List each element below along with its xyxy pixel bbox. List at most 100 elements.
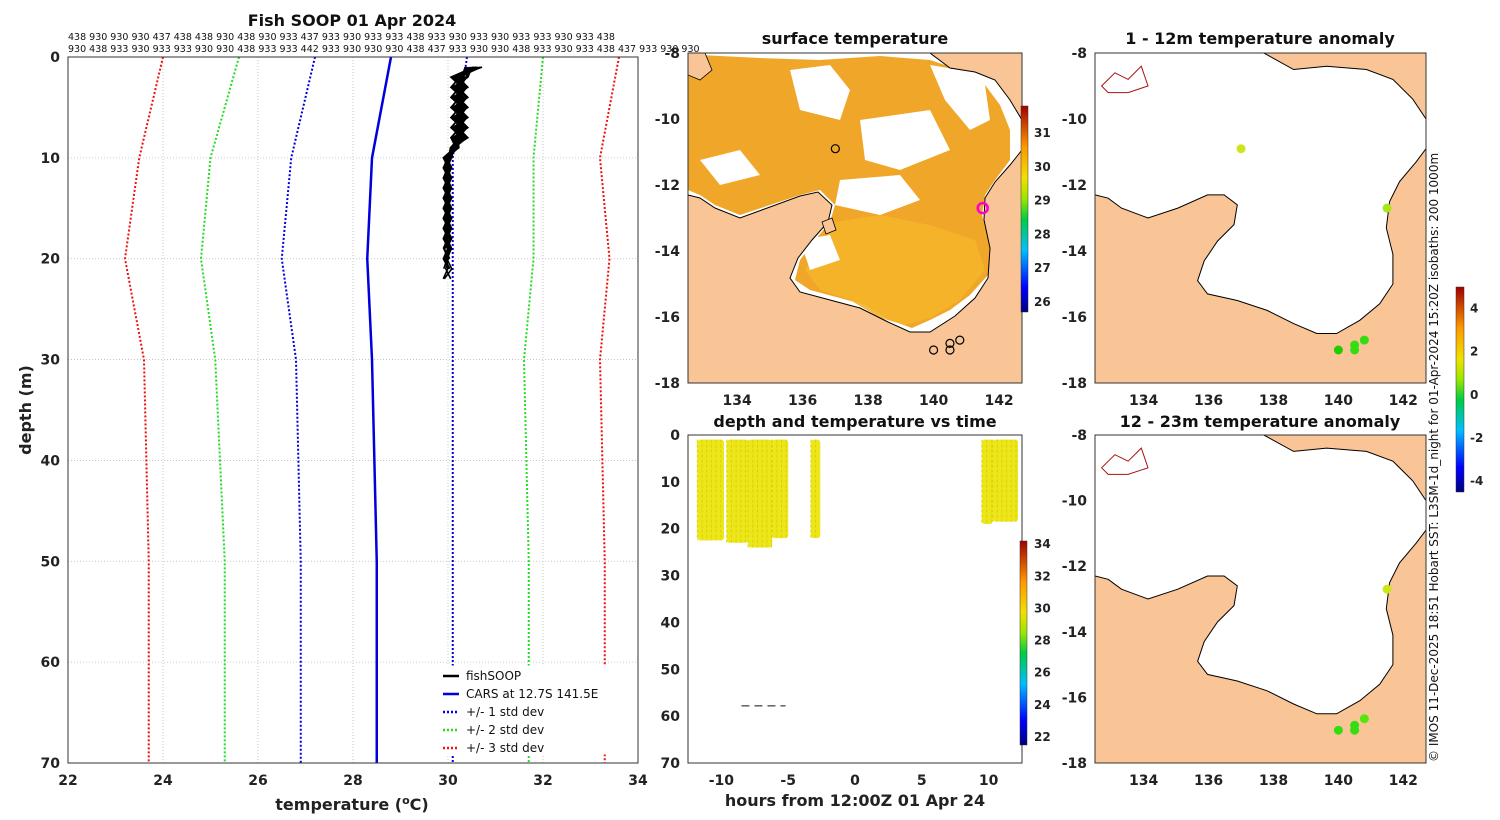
- anomaly-colorbar-tick-label: -4: [1470, 474, 1483, 488]
- map-y-tick-label: -12: [655, 178, 680, 194]
- profile-y-tick-label: 30: [41, 353, 61, 369]
- profile-series-line: [598, 57, 620, 763]
- anomaly-point: [1359, 714, 1369, 724]
- map-y-tick-label: -12: [1062, 178, 1087, 194]
- map-x-tick-label: 136: [1194, 773, 1223, 789]
- depth-time-marks: [696, 439, 1018, 707]
- profile-cast-ids-row2: 930 438 933 930 933 933 930 930 438 933 …: [68, 44, 700, 55]
- cast-temperature-band: [992, 439, 1018, 522]
- depth-time-colorbar: [1019, 540, 1028, 746]
- depth-time-y-tick-label: 20: [661, 522, 681, 538]
- cast-temperature-band: [772, 439, 789, 539]
- map-y-tick-label: -8: [1071, 428, 1087, 444]
- profile-legend: fishSOOP CARS at 12.7S 141.5E +/- 1 std de…: [436, 665, 616, 755]
- map-y-tick-label: -14: [1062, 625, 1088, 641]
- depth-time-colorbar-tick-label: 30: [1034, 601, 1051, 615]
- depth-time-y-tick-label: 40: [661, 615, 681, 631]
- legend-label: +/- 3 std dev: [466, 741, 544, 755]
- sst-colorbar-tick-label: 30: [1034, 160, 1051, 174]
- map-x-tick-label: 142: [984, 393, 1013, 409]
- sst-colorbar: [1020, 105, 1029, 313]
- depth-time-y-tick-label: 10: [661, 475, 681, 491]
- sst-stations: [830, 144, 989, 355]
- anom2-title: 12 - 23m temperature anomaly: [1120, 412, 1401, 431]
- sst-colorbar-tick-label: 28: [1034, 227, 1051, 241]
- cloud-gap: [790, 65, 850, 120]
- cast-temperature-band: [697, 439, 725, 541]
- depth-time-x-tick-label: 5: [917, 773, 927, 789]
- sst-title: surface temperature: [762, 29, 949, 48]
- profile-axes-box: [67, 56, 639, 764]
- anomaly-colorbar: [1455, 286, 1465, 493]
- profile-x-tick-label: 34: [628, 773, 648, 789]
- anomaly-point: [1359, 335, 1369, 345]
- map-x-tick-label: 142: [1389, 393, 1418, 409]
- anomaly-point: [1333, 725, 1343, 735]
- depth-time-y-tick-label: 50: [661, 662, 681, 678]
- station-marker: [945, 345, 955, 355]
- cloud-gap: [860, 110, 950, 170]
- anomaly-point: [1382, 584, 1392, 594]
- sst-colorbar-tick-label: 26: [1034, 295, 1051, 309]
- map-x-tick-label: 134: [1129, 773, 1158, 789]
- depth-time-colorbar-tick-label: 32: [1034, 569, 1051, 583]
- map-x-tick-label: 136: [788, 393, 817, 409]
- map-x-tick-label: 140: [1324, 773, 1353, 789]
- profile-series-line: [123, 57, 164, 763]
- profile-y-tick-label: 40: [41, 453, 61, 469]
- map-y-tick-label: -18: [1062, 376, 1087, 392]
- map-y-tick-label: -16: [655, 310, 680, 326]
- land-new-guinea: [1263, 435, 1426, 502]
- profile-y-tick-label: 60: [41, 655, 61, 671]
- sst-gulf-warm: [805, 215, 985, 325]
- map-y-tick-label: -10: [1062, 112, 1088, 128]
- anomaly-colorbar-tick-label: -2: [1470, 431, 1483, 445]
- depth-time-title: depth and temperature vs time: [713, 412, 996, 431]
- profile-y-tick-label: 10: [41, 151, 61, 167]
- land-groote: [821, 217, 837, 235]
- map-x-tick-label: 134: [1129, 393, 1158, 409]
- profile-series-line: [365, 57, 393, 763]
- land-island: [688, 53, 713, 81]
- anomaly-point: [1350, 340, 1360, 350]
- sst-colorbar-tick-label: 29: [1034, 194, 1051, 208]
- profile-y-tick-label: 50: [41, 554, 61, 570]
- map-y-tick-label: -14: [1062, 244, 1088, 260]
- fishsoop-trace: [442, 66, 482, 249]
- map-y-tick-label: -10: [1062, 494, 1088, 510]
- depth-time-y-tick-label: 60: [661, 709, 681, 725]
- map-x-tick-label: 142: [1389, 773, 1418, 789]
- station-marker: [955, 335, 965, 345]
- map-y-tick-label: -16: [1062, 690, 1087, 706]
- ship-position-marker: [976, 201, 989, 215]
- depth-time-x-tick-label: -10: [709, 773, 735, 789]
- legend-box: [436, 665, 616, 755]
- profile-series: [123, 57, 620, 763]
- anom1-panel: 1 - 12m temperature anomaly 134 136 138 140…: [1062, 29, 1427, 409]
- map-x-tick-label: 138: [853, 393, 882, 409]
- anom1-axes-box: [1094, 52, 1427, 384]
- land-new-guinea: [929, 53, 1022, 121]
- land-mainland: [688, 149, 1022, 383]
- profile-x-tick-label: 32: [533, 773, 552, 789]
- cloud-gap: [930, 65, 990, 130]
- profile-ticks: 22 24 26 28 30 32 34 0 10 20 30 40 50 60 70: [41, 50, 648, 789]
- profile-x-tick-label: 26: [248, 773, 267, 789]
- legend-label: +/- 2 std dev: [466, 723, 544, 737]
- anom2-axes-box: [1094, 434, 1427, 764]
- legend-label: CARS at 12.7S 141.5E: [466, 687, 598, 701]
- fishsoop-trace: [442, 66, 470, 259]
- profile-y-tick-label: 70: [41, 756, 61, 772]
- station-marker: [830, 144, 840, 154]
- depth-time-colorbar-tick-label: 28: [1034, 634, 1051, 648]
- profile-xlabel: temperature (oC): [275, 794, 428, 814]
- profile-series-line: [280, 57, 316, 763]
- map-x-tick-label: 134: [723, 393, 752, 409]
- anomaly-point: [1350, 720, 1360, 730]
- map-x-tick-label: 136: [1194, 393, 1223, 409]
- profile-x-tick-label: 28: [343, 773, 362, 789]
- cast-temperature-band: [748, 439, 773, 548]
- anomaly-point: [1333, 345, 1343, 355]
- depth-time-y-tick-label: 30: [661, 569, 681, 585]
